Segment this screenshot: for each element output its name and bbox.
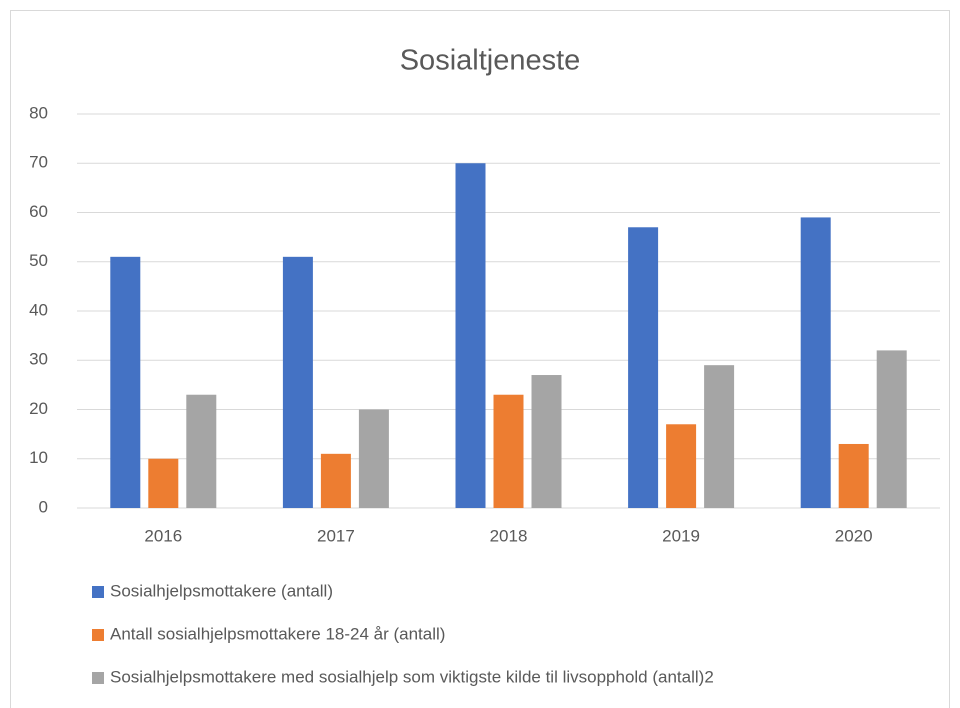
bar (455, 163, 486, 508)
bar (186, 394, 217, 508)
y-tick-label: 10 (29, 448, 48, 467)
legend-swatch (92, 629, 104, 641)
bar (493, 394, 524, 508)
legend-swatch (92, 672, 104, 684)
y-tick-label: 0 (39, 497, 48, 516)
legend-swatch (92, 586, 104, 598)
bar (148, 458, 179, 508)
bar (838, 443, 869, 508)
bar (628, 227, 659, 508)
x-tick-label: 2019 (662, 526, 700, 545)
bar (800, 217, 831, 509)
bar (358, 409, 389, 508)
x-tick-label: 2020 (835, 526, 873, 545)
chart-title: Sosialtjeneste (400, 45, 581, 77)
bar (666, 424, 697, 508)
bar (704, 365, 735, 508)
legend-label: Sosialhjelpsmottakere med sosialhjelp so… (110, 667, 714, 686)
bar (531, 375, 562, 508)
y-tick-label: 50 (29, 251, 48, 270)
bar (282, 256, 313, 508)
legend-label: Antall sosialhjelpsmottakere 18-24 år (a… (110, 624, 445, 643)
y-tick-label: 40 (29, 300, 48, 319)
chart-border (10, 10, 950, 708)
bar (320, 453, 351, 508)
y-tick-label: 30 (29, 350, 48, 369)
x-tick-label: 2017 (317, 526, 355, 545)
bar (110, 256, 141, 508)
y-tick-label: 60 (29, 202, 48, 221)
y-tick-label: 20 (29, 399, 48, 418)
x-tick-label: 2018 (490, 526, 528, 545)
x-tick-label: 2016 (144, 526, 182, 545)
legend-label: Sosialhjelpsmottakere (antall) (110, 581, 333, 600)
y-tick-label: 80 (29, 103, 48, 122)
bar (876, 350, 907, 508)
y-tick-label: 70 (29, 153, 48, 172)
